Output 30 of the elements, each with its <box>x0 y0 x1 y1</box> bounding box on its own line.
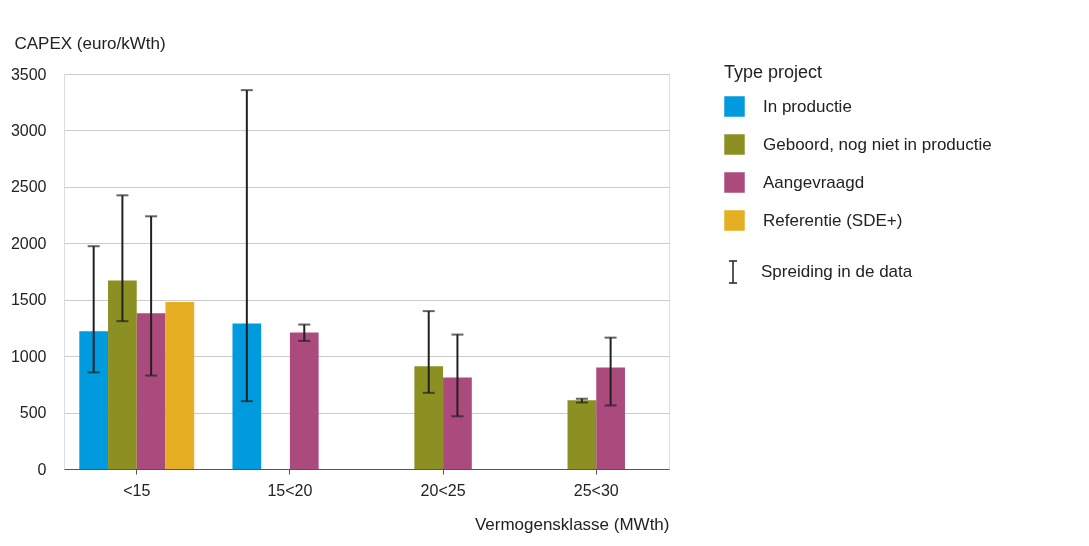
legend-title: Type project <box>724 62 823 82</box>
y-tick-label: 3500 <box>10 65 47 83</box>
x-tick-label: 20<25 <box>420 481 466 499</box>
legend-label: In productie <box>763 96 852 116</box>
legend-label: Aangevraagd <box>763 172 865 192</box>
y-tick-label: 2500 <box>10 178 47 196</box>
y-axis-title: CAPEX (euro/kWth) <box>14 33 166 53</box>
y-tick-label: 0 <box>37 460 47 478</box>
bar <box>443 377 472 469</box>
bar <box>136 313 166 469</box>
bar <box>289 332 319 469</box>
y-tick-label: 500 <box>19 404 47 422</box>
x-tick-label: 15<20 <box>267 481 313 499</box>
bar <box>596 367 625 469</box>
bar <box>567 400 597 469</box>
x-tick-label: 25<30 <box>573 481 619 499</box>
legend-label: Geboord, nog niet in productie <box>763 134 992 154</box>
legend-label: Referentie (SDE+) <box>763 210 903 230</box>
bar <box>414 366 444 469</box>
y-tick-label: 1000 <box>10 347 47 365</box>
bar <box>165 301 195 469</box>
x-axis-title: Vermogensklasse (MWth) <box>474 514 670 534</box>
bar <box>108 280 137 469</box>
bar <box>232 323 262 469</box>
y-tick-label: 3000 <box>10 121 47 139</box>
bar <box>79 331 109 469</box>
x-tick-label: <15 <box>123 481 151 499</box>
y-tick-label: 1500 <box>10 291 47 309</box>
y-tick-label: 2000 <box>10 234 47 252</box>
text: Spreiding in de data <box>761 262 913 281</box>
